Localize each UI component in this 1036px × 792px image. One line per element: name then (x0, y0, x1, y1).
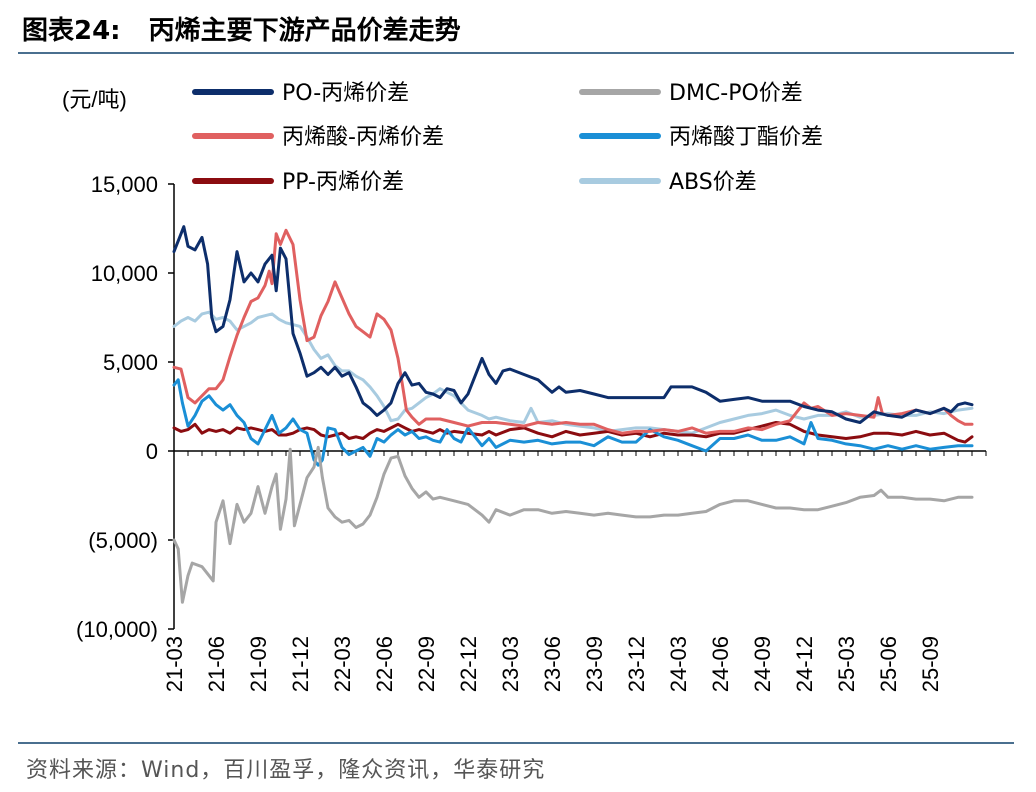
x-axis: 21-03 21-06 21-09 21-12 22-03 22-06 22-09 22-12… (162, 450, 987, 692)
source-note: 资料来源：Wind，百川盈孚，隆众资讯，华泰研究 (26, 758, 546, 783)
series-layer (172, 225, 974, 604)
x-tick-label: 22-09 (414, 636, 439, 692)
x-tick-label: 22-06 (372, 636, 397, 692)
top-divider (18, 52, 1014, 54)
y-tick-label: (5,000) (88, 528, 158, 553)
x-tick-label: 24-12 (792, 636, 817, 692)
legend-label: PP-丙烯价差 (282, 170, 404, 195)
x-tick-label: 23-03 (498, 636, 523, 692)
x-tick-label: 24-09 (750, 636, 775, 692)
x-tick-label: 21-09 (246, 636, 271, 692)
bottom-divider (18, 742, 1014, 744)
series-line-3 (172, 228, 974, 435)
y-axis: 15,000 10,000 5,000 0 (5,000) (10,000) (76, 172, 175, 642)
legend-label: 丙烯酸-丙烯价差 (282, 125, 444, 150)
x-tick-label: 24-06 (708, 636, 733, 692)
series-line-6 (172, 310, 974, 435)
y-tick-label: 5,000 (103, 350, 158, 375)
y-tick-label: 0 (146, 439, 158, 464)
y-axis-unit-label: (元/吨) (62, 87, 127, 112)
legend-label: DMC-PO价差 (669, 81, 803, 106)
y-tick-label: 15,000 (91, 172, 158, 197)
series-line-1 (172, 225, 974, 424)
x-tick-label: 22-03 (330, 636, 355, 692)
x-tick-label: 21-12 (288, 636, 313, 692)
figure-title: 图表24: 丙烯主要下游产品价差走势 (22, 10, 461, 47)
y-tick-label: 10,000 (91, 261, 158, 286)
legend-label: 丙烯酸丁酯价差 (669, 125, 823, 150)
legend-label: PO-丙烯价差 (282, 81, 409, 106)
x-tick-label: 23-06 (540, 636, 565, 692)
x-tick-label: 22-12 (456, 636, 481, 692)
x-tick-label: 25-06 (876, 636, 901, 692)
x-tick-label: 25-03 (834, 636, 859, 692)
y-tick-label: (10,000) (76, 617, 158, 642)
x-tick-label: 25-09 (918, 636, 943, 692)
x-tick-label: 21-06 (204, 636, 229, 692)
figure-number: 图表24: (22, 16, 121, 46)
x-tick-label: 21-03 (162, 636, 187, 692)
x-tick-label: 23-12 (624, 636, 649, 692)
legend-label: ABS价差 (669, 170, 757, 195)
series-line-4 (172, 378, 974, 467)
figure-caption: 丙烯主要下游产品价差走势 (148, 16, 461, 46)
x-tick-label: 24-03 (666, 636, 691, 692)
series-line-2 (172, 445, 974, 604)
x-tick-label: 23-09 (582, 636, 607, 692)
